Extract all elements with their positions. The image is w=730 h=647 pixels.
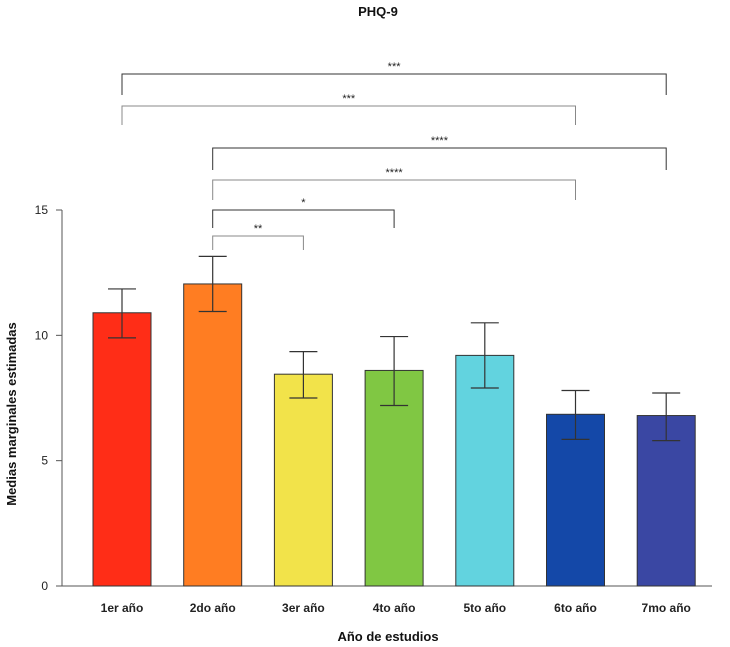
bar [546,413,605,587]
significance-label: **** [431,135,449,147]
significance-label: *** [388,61,402,73]
x-axis-label: Año de estudios [337,629,438,644]
bars: 1er año 2do año 3er año 4to año 5to año 6to a… [92,283,696,615]
significance-label: *** [342,93,356,105]
bar [183,283,243,587]
x-tick-label: 2do año [190,601,236,615]
x-tick-label: 5to año [463,601,506,615]
significance-bracket [212,147,667,170]
y-tick-label: 10 [35,328,49,342]
y-axis-label: Medias marginales estimadas [4,322,19,506]
y-tick-label: 5 [41,454,48,468]
x-tick-label: 4to año [373,601,416,615]
y-tick-label: 15 [35,203,49,217]
x-tick-label: 1er año [101,601,144,615]
x-tick-label: 3er año [282,601,325,615]
y-tick-label: 0 [41,579,48,593]
error-bars [108,255,681,442]
significance-bracket [212,179,576,200]
bar [455,354,515,587]
significance-bracket [121,105,576,125]
x-tick-label: 7mo año [642,601,691,615]
significance-label: ** [254,223,263,235]
significance-bracket [212,235,304,250]
significance-brackets: ***************** [121,61,667,250]
bar [273,373,333,587]
bar [636,415,696,587]
bar [92,312,152,587]
x-tick-label: 6to año [554,601,597,615]
significance-bracket [121,73,667,95]
chart-title: PHQ-9 [358,4,398,19]
significance-label: * [301,197,306,209]
significance-bracket [212,209,395,228]
significance-label: **** [386,167,404,179]
